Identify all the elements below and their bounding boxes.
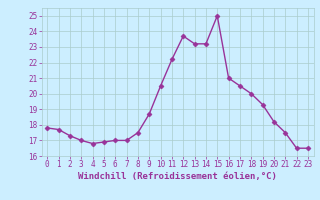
- X-axis label: Windchill (Refroidissement éolien,°C): Windchill (Refroidissement éolien,°C): [78, 172, 277, 181]
